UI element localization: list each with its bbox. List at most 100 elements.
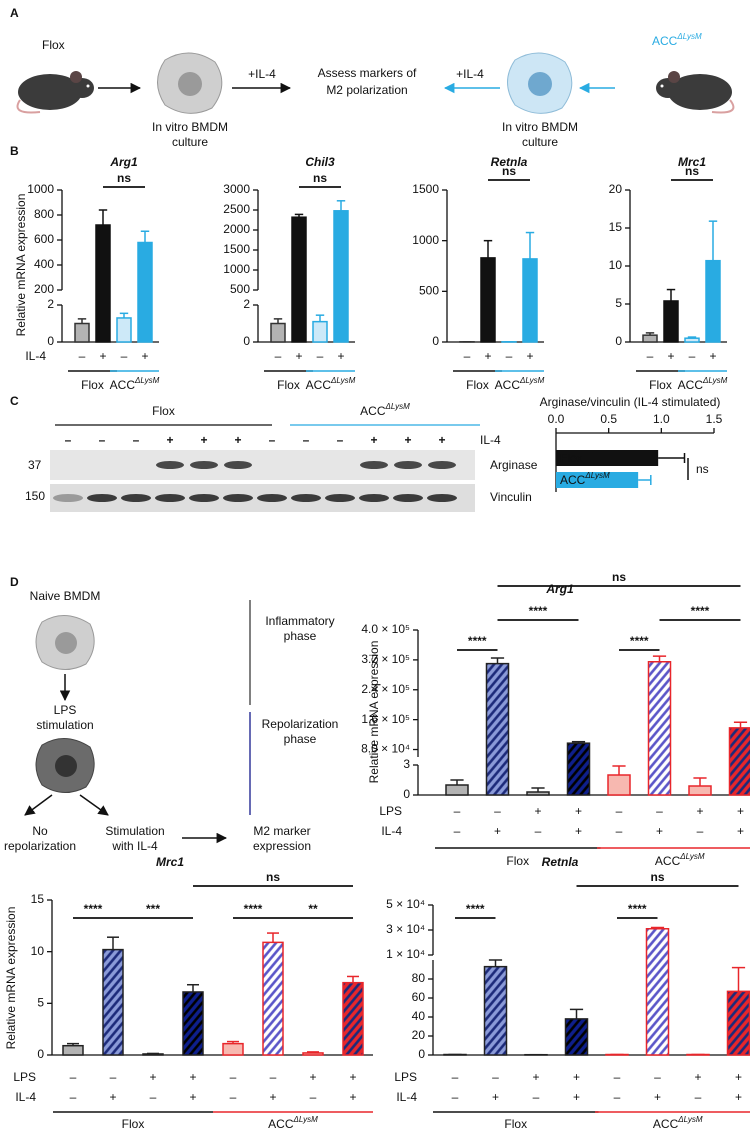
- label: Inflammatory: [265, 614, 334, 628]
- group-label-main: Flox: [122, 1117, 145, 1130]
- bar: [270, 322, 286, 343]
- group-label-main: ACC: [268, 1117, 294, 1130]
- group-label: ACCΔLysM: [678, 376, 728, 392]
- y-tick-label: 1000: [27, 182, 54, 196]
- bar: [645, 928, 670, 1056]
- y-tick-label: 5: [615, 296, 622, 310]
- y-tick-label: 2: [243, 297, 250, 311]
- group-label-main: ACC: [110, 378, 136, 392]
- label: Stimulation: [105, 824, 164, 838]
- significance-label: ****: [84, 902, 103, 916]
- y-tick-label: 0: [418, 1047, 425, 1061]
- label: with IL-4: [111, 839, 158, 853]
- bar: [642, 334, 658, 343]
- band-label: Vinculin: [490, 490, 532, 504]
- band: [224, 461, 252, 469]
- bar: [684, 337, 700, 343]
- row-sign: –: [454, 824, 461, 838]
- row-sign: –: [150, 1090, 157, 1104]
- label: In vitro BMDM: [502, 120, 578, 134]
- row-sign: +: [654, 1090, 661, 1104]
- band: [428, 461, 456, 469]
- band: [360, 461, 388, 469]
- row-sign: +: [735, 1070, 742, 1084]
- row-sign: –: [452, 1070, 459, 1084]
- bar: [607, 774, 631, 796]
- significance-label: ****: [466, 902, 485, 916]
- significance-label: ***: [146, 902, 160, 916]
- row-sign: +: [269, 1090, 276, 1104]
- lane-sign: –: [99, 433, 106, 447]
- bar: [74, 322, 90, 343]
- row-sign: –: [535, 824, 542, 838]
- group-label-sup: ΔLysM: [134, 376, 160, 385]
- group-label-main: Flox: [81, 378, 104, 392]
- y-tick-label: 2.4 × 10⁵: [361, 682, 410, 696]
- row-sign: +: [295, 349, 302, 363]
- y-tick-label: 1000: [412, 233, 439, 247]
- lane-sign: –: [337, 433, 344, 447]
- bar: [526, 791, 550, 796]
- chart-title: Arg1: [109, 155, 138, 169]
- y-tick-label: 10: [609, 258, 623, 272]
- row-sign: –: [121, 349, 128, 363]
- row-sign: –: [614, 1090, 621, 1104]
- row-sign: +: [737, 804, 744, 818]
- row-sign: +: [532, 1070, 539, 1084]
- label: No: [32, 824, 48, 838]
- significance-label: ****: [691, 604, 710, 618]
- label-main: ACC: [652, 34, 678, 48]
- row-sign: +: [189, 1090, 196, 1104]
- y-tick-label: 5 × 10⁴: [386, 897, 425, 911]
- row-sign: –: [614, 1070, 621, 1084]
- y-axis-label: Relative mRNA expression: [4, 907, 18, 1050]
- row-sign: +: [575, 824, 582, 838]
- row-sign: +: [526, 349, 533, 363]
- row-sign: +: [99, 349, 106, 363]
- label: phase: [284, 732, 317, 746]
- lane-sign: +: [166, 433, 173, 447]
- label: repolarization: [4, 839, 76, 853]
- row-sign: –: [533, 1090, 540, 1104]
- bar-label: Flox: [560, 451, 583, 465]
- group-label-main: Flox: [649, 378, 672, 392]
- y-tick-label: 0: [37, 1047, 44, 1061]
- label: M2 polarization: [326, 83, 407, 97]
- y-tick-label: 0: [403, 787, 410, 801]
- row-sign: +: [573, 1090, 580, 1104]
- bar: [182, 991, 204, 1056]
- bar: [522, 258, 538, 343]
- band: [291, 494, 321, 502]
- group-label: ACCΔLysM: [653, 1115, 703, 1130]
- bar: [142, 1053, 164, 1056]
- label: +IL-4: [456, 67, 484, 81]
- group-label-sup: ΔLysM: [385, 402, 411, 411]
- mouse-left: [16, 71, 94, 114]
- y-tick-label: 1500: [412, 182, 439, 196]
- significance-label: ns: [313, 171, 327, 185]
- band: [87, 494, 117, 502]
- band: [427, 494, 457, 502]
- group-label-main: Flox: [504, 1117, 527, 1130]
- panel-label: C: [10, 394, 19, 408]
- row-sign: –: [689, 349, 696, 363]
- y-tick-label: 1500: [223, 242, 250, 256]
- y-axis-label: Relative mRNA expression: [14, 194, 28, 337]
- bar: [647, 661, 672, 796]
- bar: [222, 1042, 244, 1056]
- label: LPS: [54, 703, 77, 717]
- lane-sign: +: [200, 433, 207, 447]
- label: In vitro BMDM: [152, 120, 228, 134]
- y-tick-label: 400: [34, 257, 54, 271]
- group-label-main: ACC: [655, 854, 681, 868]
- row-sign: +: [149, 1070, 156, 1084]
- chart-title: Chil3: [305, 155, 335, 169]
- row-sign: –: [454, 804, 461, 818]
- y-tick-label: 1000: [223, 262, 250, 276]
- row-sign: –: [452, 1090, 459, 1104]
- row-sign: +: [484, 349, 491, 363]
- row-sign: +: [709, 349, 716, 363]
- row-label: IL-4: [15, 1090, 36, 1104]
- group-label: Flox: [81, 378, 104, 392]
- y-axis-label: Relative mRNA expression: [367, 641, 381, 784]
